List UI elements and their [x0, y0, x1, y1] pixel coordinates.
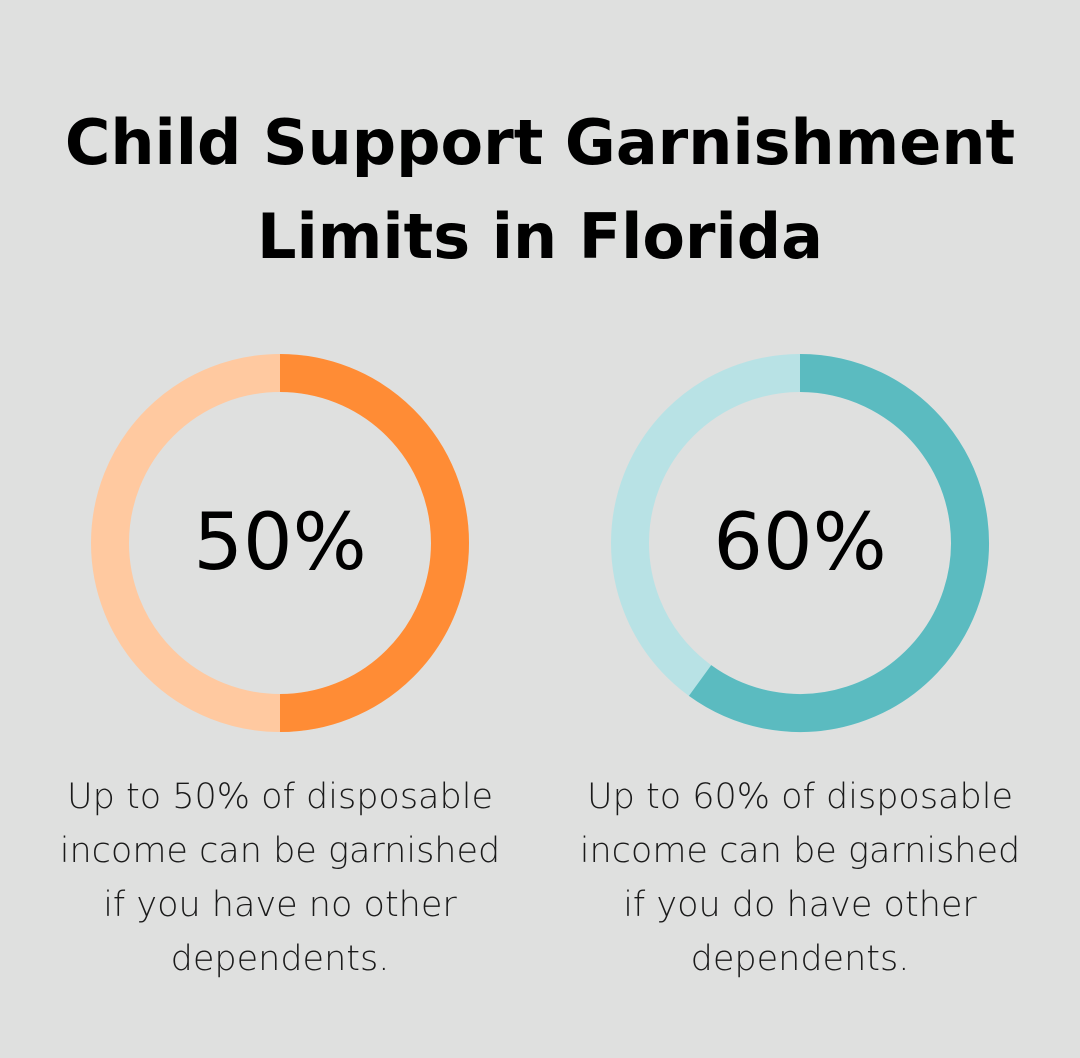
- description-line: Up to 60% of disposable: [587, 777, 1013, 817]
- stat-description-50: Up to 50% of disposable income can be ga…: [45, 770, 515, 986]
- donut-chart-50: [91, 354, 469, 732]
- stat-value-60: 60%: [713, 498, 887, 588]
- description-line: dependents.: [170, 939, 390, 979]
- stat-card-60: 60%: [610, 352, 990, 734]
- stat-description-60: Up to 60% of disposable income can be ga…: [565, 770, 1035, 986]
- title-line-1: Child Support Garnishment: [64, 106, 1016, 179]
- description-line: Up to 50% of disposable: [67, 777, 493, 817]
- title-line-2: Limits in Florida: [257, 200, 823, 273]
- donut-value-arc: [688, 354, 989, 732]
- description-line: dependents.: [690, 939, 910, 979]
- description-line: income can be garnished: [59, 831, 501, 871]
- description-line: if you have no other: [103, 885, 457, 925]
- description-line: if you do have other: [623, 885, 977, 925]
- stat-value-50: 50%: [193, 498, 367, 588]
- stat-card-50: 50%: [90, 352, 470, 734]
- description-line: income can be garnished: [579, 831, 1021, 871]
- page-title: Child Support Garnishment Limits in Flor…: [0, 96, 1080, 284]
- donut-chart-60: [611, 354, 989, 732]
- donut-value-arc: [279, 354, 469, 732]
